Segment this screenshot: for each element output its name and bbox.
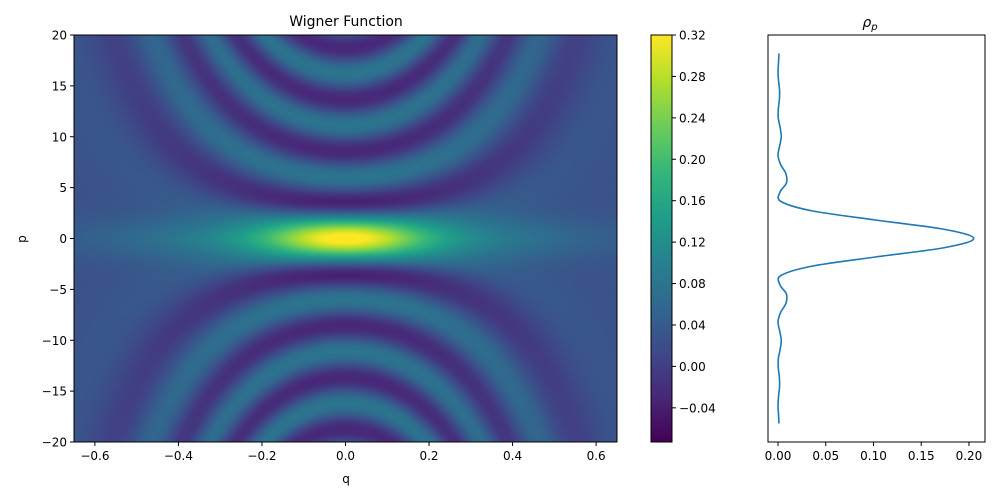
- wigner-heatmap: [74, 35, 617, 442]
- colorbar-tick-label: 0.28: [679, 70, 706, 84]
- rho-x-tick-label: 0.10: [860, 449, 887, 463]
- x-tick-label: −0.2: [247, 449, 276, 463]
- y-tick-label: −5: [49, 283, 67, 297]
- rho-title-sub: p: [870, 22, 877, 33]
- rho-p-line: [777, 53, 975, 424]
- heatmap-frame: [73, 34, 618, 443]
- rho-x-tick-label: 0.05: [812, 449, 839, 463]
- y-axis-label: p: [15, 235, 29, 243]
- colorbar-tick-label: −0.04: [679, 401, 716, 415]
- x-tick-label: 0.2: [419, 449, 438, 463]
- y-tick-label: 0: [59, 232, 67, 246]
- colorbar-tick-label: 0.12: [679, 236, 706, 250]
- x-axis-label: q: [342, 472, 350, 486]
- x-tick-label: −0.6: [80, 449, 109, 463]
- x-tick-label: 0.4: [503, 449, 522, 463]
- y-tick-label: −20: [42, 436, 67, 450]
- colorbar-tick-label: 0.20: [679, 153, 706, 167]
- y-tick-label: 5: [59, 181, 67, 195]
- colorbar-tick-label: 0.08: [679, 277, 706, 291]
- rho-x-tick-label: 0.15: [908, 449, 935, 463]
- y-tick-label: −15: [42, 385, 67, 399]
- colorbar-tick-label: 0.24: [679, 111, 706, 125]
- colorbar-tick-label: 0.32: [679, 29, 706, 43]
- y-tick-label: −10: [42, 334, 67, 348]
- rho-x-tick-label: 0.00: [765, 449, 792, 463]
- rho-title: ρp: [862, 15, 877, 33]
- x-tick-label: −0.4: [164, 449, 193, 463]
- x-tick-label: 0.6: [587, 449, 606, 463]
- colorbar-tick-label: 0.16: [679, 194, 706, 208]
- y-tick-label: 10: [52, 130, 67, 144]
- colorbar-frame: [650, 34, 673, 443]
- colorbar-tick-label: 0.00: [679, 360, 706, 374]
- rho-x-tick-label: 0.20: [956, 449, 983, 463]
- y-tick-label: 15: [52, 79, 67, 93]
- heatmap-title: Wigner Function: [289, 14, 403, 30]
- rho-axes-frame: [767, 34, 986, 443]
- y-tick-label: 20: [52, 29, 67, 43]
- rho-title-main: ρ: [862, 15, 871, 31]
- x-tick-label: 0.0: [336, 449, 355, 463]
- colorbar-gradient: [651, 35, 672, 442]
- colorbar-tick-label: 0.04: [679, 318, 706, 332]
